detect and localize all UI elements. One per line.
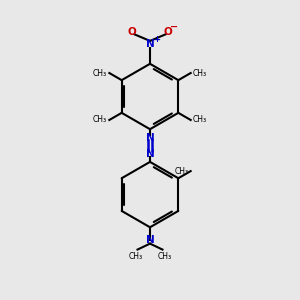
- Text: O: O: [164, 27, 172, 37]
- Text: CH₃: CH₃: [193, 116, 207, 124]
- Text: O: O: [128, 27, 136, 37]
- Text: N: N: [146, 235, 154, 245]
- Text: CH₃: CH₃: [93, 116, 107, 124]
- Text: +: +: [153, 34, 160, 43]
- Text: CH₃: CH₃: [157, 252, 171, 261]
- Text: CH₃: CH₃: [129, 252, 143, 261]
- Text: N: N: [146, 148, 154, 159]
- Text: −: −: [170, 22, 178, 32]
- Text: CH₃: CH₃: [93, 68, 107, 77]
- Text: CH₃: CH₃: [174, 167, 188, 176]
- Text: N: N: [146, 40, 154, 50]
- Text: CH₃: CH₃: [193, 68, 207, 77]
- Text: N: N: [146, 133, 154, 142]
